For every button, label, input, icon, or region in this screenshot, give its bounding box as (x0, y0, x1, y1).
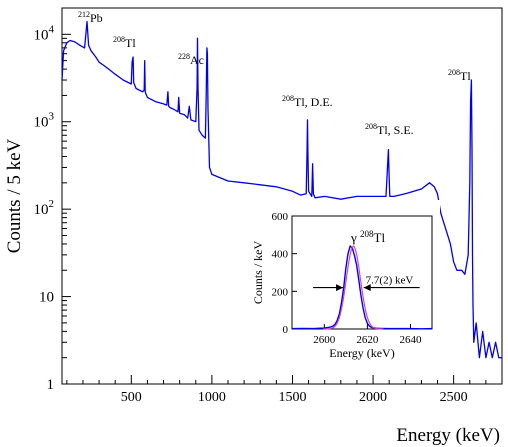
y-tick-label: 104 (34, 23, 55, 43)
peak-annotation: 208Tl, S.E. (365, 122, 414, 137)
fwhm-label: 7.7(2) keV (366, 275, 414, 287)
peak-annotation: 208Tl, D.E. (282, 94, 333, 109)
inset-frame (291, 215, 433, 330)
peak-annotation: 208Tl (113, 35, 136, 50)
inset-y-tick-label: 600 (272, 211, 289, 223)
fwhm-arrowhead-right (363, 284, 371, 292)
y-axis-label: Counts / 5 keV (4, 138, 25, 253)
inset-x-tick-label: 2600 (313, 334, 336, 346)
inset-x-tick-label: 2620 (356, 334, 379, 346)
fwhm-arrowhead-left (336, 284, 344, 292)
inset-y-tick-label: 400 (272, 249, 289, 261)
y-tick-label: 10 (39, 290, 54, 306)
spectrum-line (61, 20, 502, 359)
x-tick-label: 2500 (440, 390, 468, 405)
y-tick-label: 1 (47, 377, 55, 393)
inset-y-tick-label: 200 (272, 286, 289, 298)
inset-background (244, 200, 440, 370)
inset-peak-plot: 2600 2620 2640 0 200 400 600 7.7(2) keV γ 208Tl E… (244, 200, 440, 370)
main-plot-frame (61, 7, 503, 385)
x-tick-label: 2000 (359, 390, 387, 405)
inset-y-tick-label: 0 (283, 324, 289, 336)
inset-peak-label: γ 208Tl (350, 229, 385, 245)
peak-annotation: 228Ac (178, 52, 204, 67)
peak-annotation: 212Pb (78, 10, 103, 25)
x-tick-label: 1500 (278, 390, 306, 405)
x-axis-label: Energy (keV) (396, 425, 500, 446)
y-tick-label: 102 (34, 198, 55, 218)
x-tick-label: 500 (121, 390, 142, 405)
inset-fit-curve (323, 245, 384, 330)
inset-x-tick-label: 2640 (399, 334, 422, 346)
x-tick-label: 1000 (198, 390, 226, 405)
peak-annotation: 208Tl (448, 68, 471, 83)
y-tick-label: 103 (34, 111, 55, 131)
inset-x-axis-label: Energy (keV) (329, 346, 394, 360)
inset-y-axis-label: Counts / keV (251, 241, 265, 305)
